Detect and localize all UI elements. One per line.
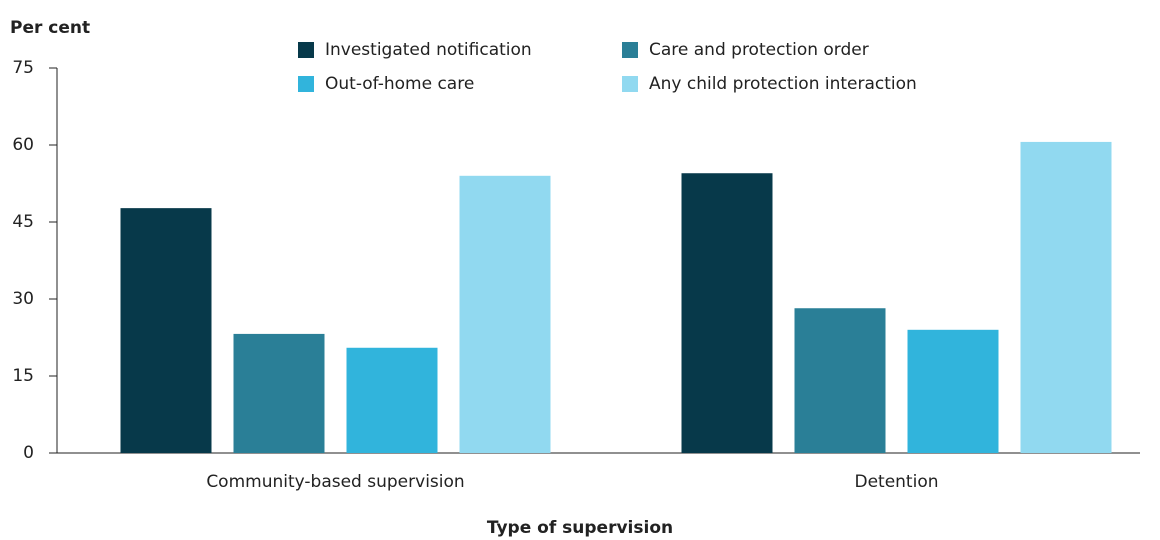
x-tick-label: Detention	[854, 472, 938, 492]
legend-label: Investigated notification	[325, 40, 532, 60]
bar	[1020, 141, 1112, 454]
legend-swatch	[298, 76, 314, 92]
y-axis-title: Per cent	[10, 18, 90, 38]
y-tick-label: 15	[12, 366, 34, 386]
legend-label: Any child protection interaction	[649, 74, 917, 94]
bar	[346, 347, 438, 453]
bar	[681, 173, 773, 453]
y-tick-label: 30	[12, 289, 34, 309]
y-tick-label: 75	[12, 58, 34, 78]
bar	[120, 208, 212, 453]
bar	[233, 333, 325, 453]
x-axis-title: Type of supervision	[487, 518, 673, 538]
legend-swatch	[622, 42, 638, 58]
y-tick-label: 0	[23, 443, 34, 463]
x-tick-label: Community-based supervision	[206, 472, 464, 492]
bar	[459, 175, 551, 454]
y-tick-label: 60	[12, 135, 34, 155]
legend-swatch	[298, 42, 314, 58]
y-tick-label: 45	[12, 212, 34, 232]
legend-label: Care and protection order	[649, 40, 869, 60]
bar	[907, 329, 999, 453]
legend-swatch	[622, 76, 638, 92]
legend-label: Out-of-home care	[325, 74, 474, 94]
bar	[794, 308, 886, 453]
